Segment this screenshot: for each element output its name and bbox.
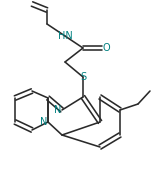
Text: O: O [102,43,110,53]
Text: HN: HN [58,31,72,41]
Text: S: S [80,72,86,82]
Text: N: N [54,105,62,115]
Text: N: N [40,117,48,127]
